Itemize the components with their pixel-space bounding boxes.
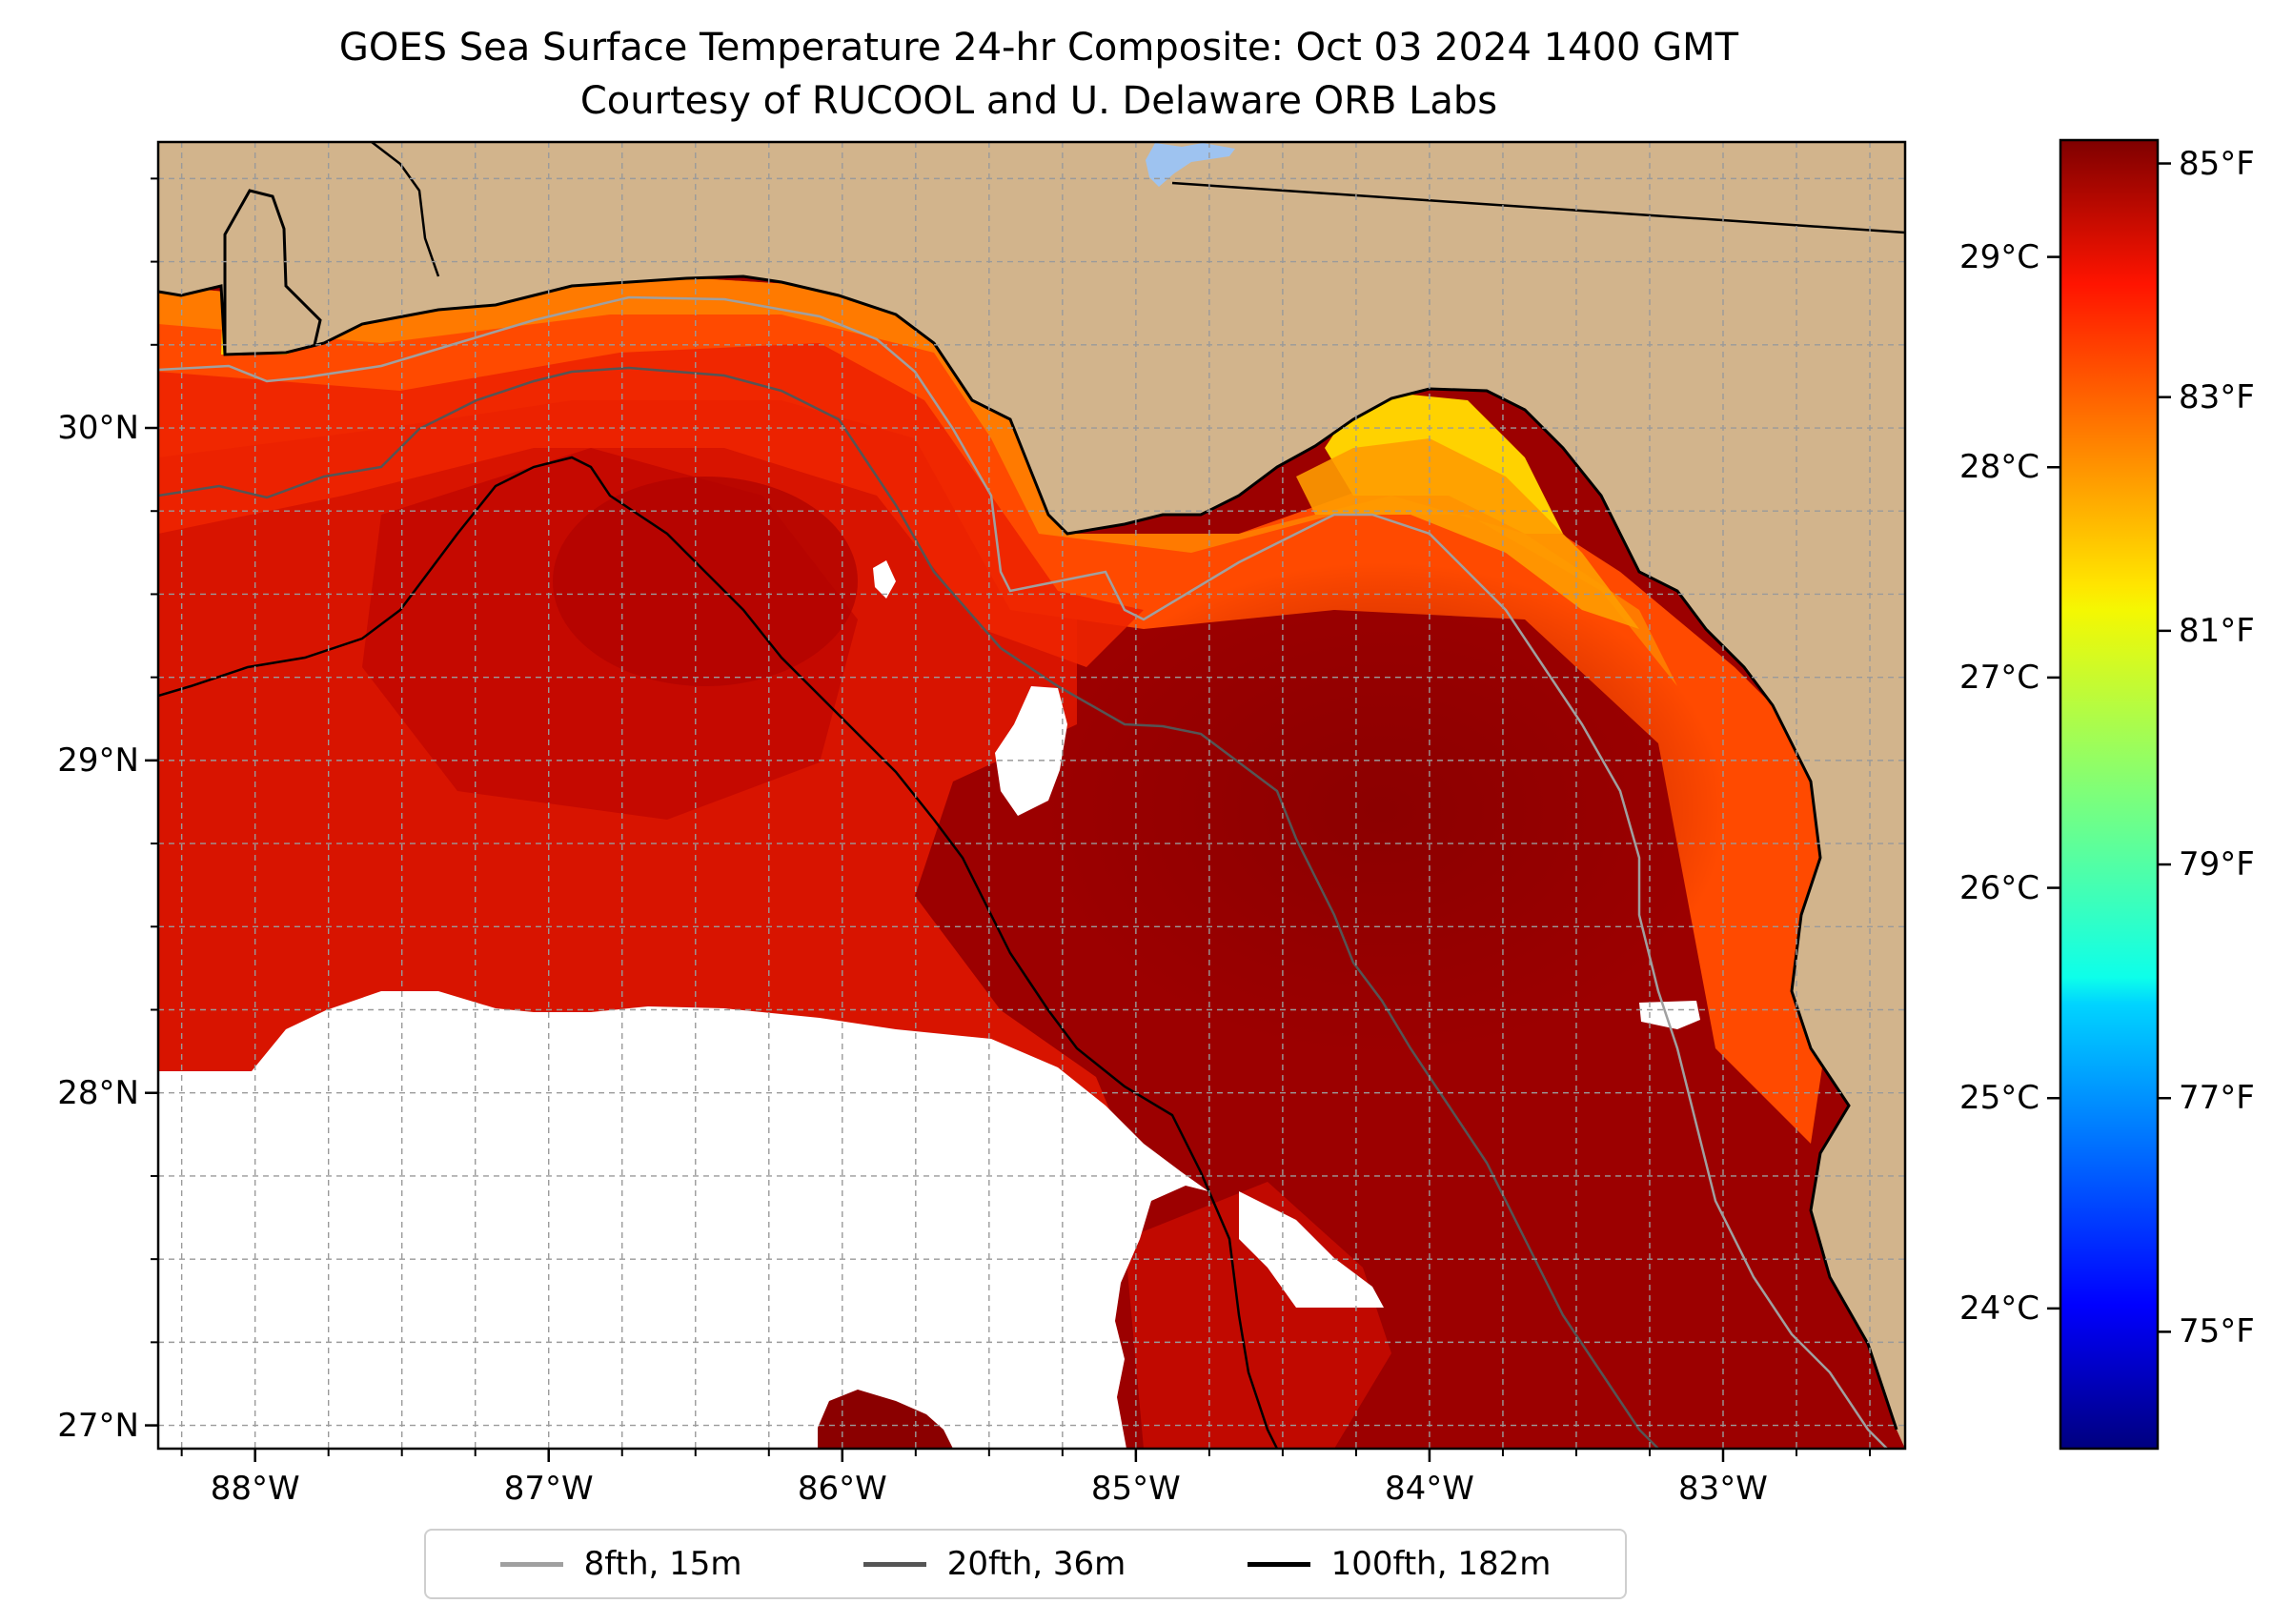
legend-item: 100fth, 182m bbox=[1247, 1545, 1552, 1583]
legend-label: 20fth, 36m bbox=[946, 1545, 1126, 1583]
colorbar-label-c: 27°C bbox=[1958, 658, 2039, 697]
coastline bbox=[158, 274, 1898, 1431]
colorbar-label-f: 81°F bbox=[2179, 611, 2255, 650]
no-data-patch-east bbox=[1639, 1001, 1700, 1029]
colorbar-label-c: 26°C bbox=[1958, 868, 2039, 907]
lat-tick-label: 30°N bbox=[57, 409, 139, 447]
state-boundary-ga bbox=[1171, 181, 1905, 234]
sst-warm-core bbox=[1039, 562, 1725, 1058]
map-subtitle: Courtesy of RUCOOL and U. Delaware ORB L… bbox=[579, 79, 1498, 123]
contour-20fth bbox=[158, 366, 1659, 1449]
lon-tick-label: 85°W bbox=[1090, 1470, 1181, 1508]
map-title: GOES Sea Surface Temperature 24-hr Compo… bbox=[338, 26, 1739, 70]
colorbar-label-c: 25°C bbox=[1958, 1079, 2039, 1118]
lake-water bbox=[1146, 143, 1235, 187]
lon-tick-label: 88°W bbox=[210, 1470, 300, 1508]
lon-tick-label: 86°W bbox=[797, 1470, 887, 1508]
lat-tick-label: 29°N bbox=[57, 741, 139, 780]
legend-item: 20fth, 36m bbox=[862, 1545, 1126, 1583]
colorbar-label-c: 28°C bbox=[1958, 448, 2039, 487]
sst-west-warm-core bbox=[553, 477, 858, 686]
no-data-patch-central bbox=[995, 686, 1067, 816]
no-data-southwest bbox=[158, 991, 1208, 1449]
sst-nearshore-deep bbox=[158, 343, 1144, 667]
colorbar-label-f: 85°F bbox=[2179, 144, 2255, 183]
legend-label: 100fth, 182m bbox=[1330, 1545, 1552, 1583]
state-boundary bbox=[371, 142, 440, 277]
sst-big-bend-orange bbox=[1296, 438, 1639, 629]
legend-item: 8fth, 15m bbox=[499, 1545, 742, 1583]
colorbar-label-c: 29°C bbox=[1958, 237, 2039, 276]
lon-tick-label: 87°W bbox=[503, 1470, 594, 1508]
bay-coast-mobile bbox=[223, 189, 322, 355]
map-frame bbox=[156, 140, 1907, 1451]
legend-swatch bbox=[499, 1561, 563, 1567]
colorbar-label-f: 83°F bbox=[2179, 377, 2255, 416]
axis-ticks bbox=[145, 177, 1872, 1462]
lat-tick-label: 27°N bbox=[57, 1406, 139, 1445]
gridlines bbox=[158, 142, 1905, 1449]
contour-8fth bbox=[158, 295, 1888, 1449]
legend-swatch bbox=[862, 1561, 926, 1567]
contour-legend: 8fth, 15m 20fth, 36m 100fth, 182m bbox=[424, 1529, 1627, 1599]
colorbar-label-f: 75°F bbox=[2179, 1312, 2255, 1351]
legend-swatch bbox=[1247, 1561, 1310, 1567]
no-data-patch-coast bbox=[873, 560, 896, 599]
contour-100fth bbox=[158, 456, 1279, 1449]
lon-tick-label: 83°W bbox=[1678, 1470, 1768, 1508]
lon-tick-label: 84°W bbox=[1384, 1470, 1474, 1508]
land-mass bbox=[158, 142, 1905, 1449]
colorbar-label-f: 77°F bbox=[2179, 1079, 2255, 1118]
colorbar bbox=[2059, 138, 2160, 1451]
colorbar-label-c: 24°C bbox=[1958, 1289, 2039, 1328]
no-data-south-notch bbox=[1239, 1191, 1384, 1308]
lat-tick-label: 28°N bbox=[57, 1073, 139, 1112]
colorbar-ticks bbox=[2047, 162, 2171, 1333]
legend-label: 8fth, 15m bbox=[583, 1545, 742, 1583]
sst-south-blob bbox=[818, 1390, 953, 1449]
map-plot-area bbox=[158, 142, 1905, 1449]
colorbar-label-f: 79°F bbox=[2179, 845, 2255, 884]
